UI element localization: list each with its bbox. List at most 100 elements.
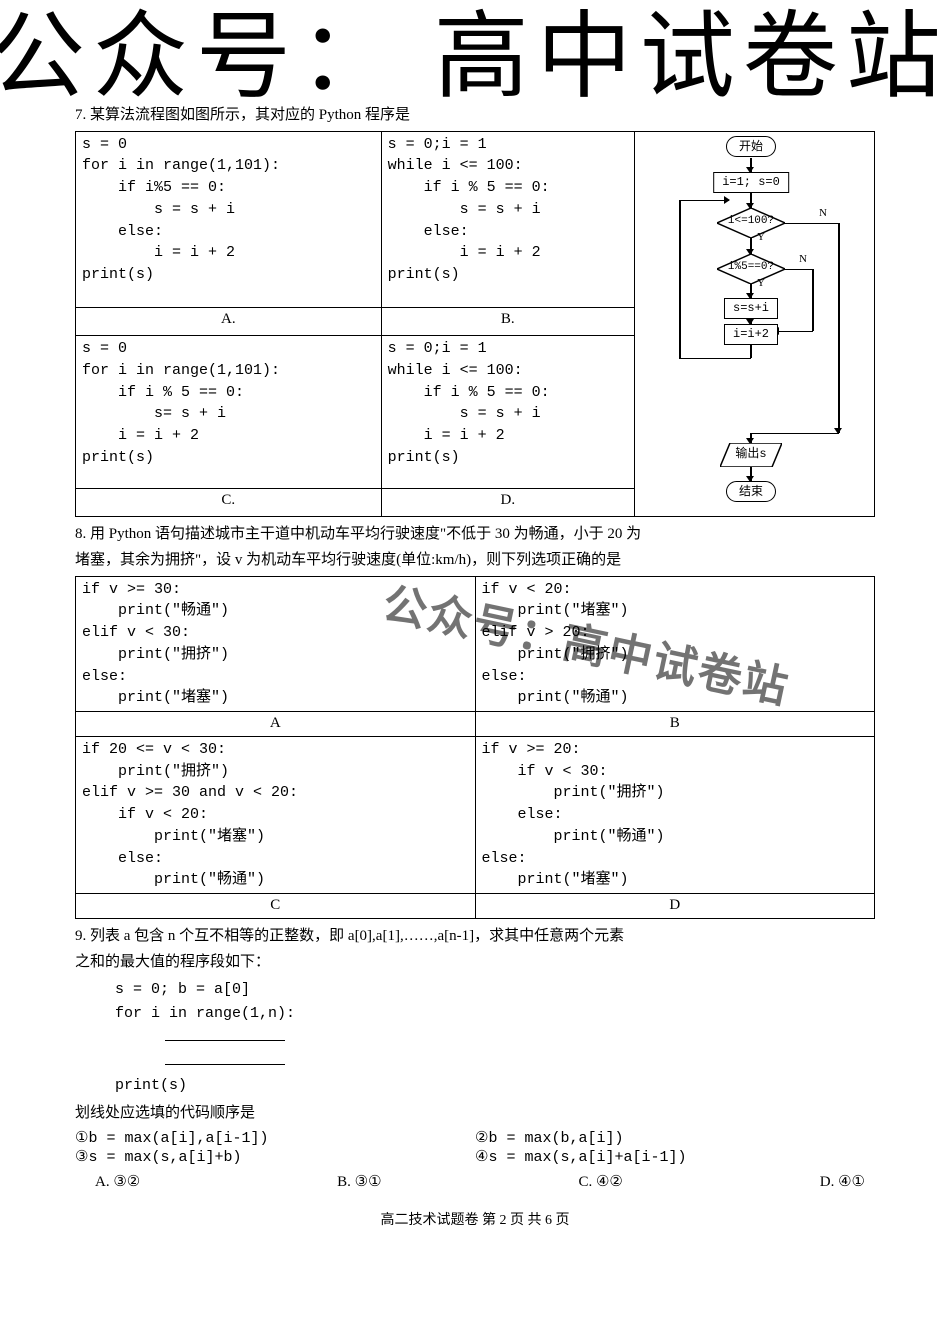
q7-cell-B: s = 0;i = 1 while i <= 100: if i % 5 == … xyxy=(381,131,634,308)
code-line: else: xyxy=(82,221,375,243)
fc-output: 输出s xyxy=(720,443,782,467)
q9-opt-4: ④s = max(s,a[i]+a[i-1]) xyxy=(475,1147,875,1166)
q7-cell-D: s = 0;i = 1 while i <= 100: if i % 5 == … xyxy=(381,336,634,488)
flowchart: 开始 i=1; s=0 i<=100? Y N i%5==0 xyxy=(641,134,861,514)
fc-proc2: i=i+2 xyxy=(724,324,778,345)
fc-arrow xyxy=(838,223,840,433)
code-line: print("畅通") xyxy=(482,826,869,848)
code-line: print("堵塞") xyxy=(82,687,469,709)
code-line: if i % 5 == 0: xyxy=(82,382,375,404)
code-line: i = i + 2 xyxy=(388,425,628,447)
q9-sub-options: ①b = max(a[i],a[i-1]) ②b = max(b,a[i]) ③… xyxy=(75,1128,875,1166)
q8-label-C: C xyxy=(76,894,476,919)
fc-line xyxy=(679,358,751,360)
q8-table: if v >= 30: print("畅通") elif v < 30: pri… xyxy=(75,576,875,919)
code-line: else: xyxy=(482,848,869,870)
q7-label-C: C. xyxy=(76,488,382,516)
code-line: s = 0;i = 1 xyxy=(388,338,628,360)
code-line: if v >= 30: xyxy=(82,579,469,601)
code-line: print("畅通") xyxy=(482,687,869,709)
code-line: print(s) xyxy=(82,447,375,469)
code-line: while i <= 100: xyxy=(388,155,628,177)
q7-cell-A: s = 0 for i in range(1,101): if i%5 == 0… xyxy=(76,131,382,308)
code-line: if v < 30: xyxy=(482,761,869,783)
code-line: elif v >= 30 and v < 20: xyxy=(82,782,469,804)
q8-label-B: B xyxy=(475,712,875,737)
code-line: else: xyxy=(82,666,469,688)
code-line: else: xyxy=(482,666,869,688)
fill-blank-1 xyxy=(165,1026,285,1041)
q8-cell-A: if v >= 30: print("畅通") elif v < 30: pri… xyxy=(76,576,476,712)
code-line: print(s) xyxy=(115,1074,875,1098)
code-line: else: xyxy=(482,804,869,826)
q9-fill-prompt: 划线处应选填的代码顺序是 xyxy=(75,1102,875,1125)
code-line: print("堵塞") xyxy=(482,600,869,622)
code-line: for i in range(1,101): xyxy=(82,360,375,382)
q8-label-A: A xyxy=(76,712,476,737)
fc-cond2: i%5==0? xyxy=(717,254,785,284)
fc-cond2-label: i%5==0? xyxy=(717,260,785,276)
q8-cell-B: if v < 20: print("堵塞") elif v > 20: prin… xyxy=(475,576,875,712)
fc-arrow xyxy=(774,331,813,333)
fc-end: 结束 xyxy=(726,481,776,502)
code-line: for i in range(1,101): xyxy=(82,155,375,177)
q7-flowchart-cell: 开始 i=1; s=0 i<=100? Y N i%5==0 xyxy=(635,131,875,516)
fc-line xyxy=(679,200,681,359)
fc-output-label: 输出s xyxy=(720,446,782,463)
code-line: print("拥挤") xyxy=(482,644,869,666)
fc-line xyxy=(812,269,814,331)
code-line: if i%5 == 0: xyxy=(82,177,375,199)
code-line: print("拥挤") xyxy=(82,644,469,666)
fc-n1: N xyxy=(819,206,827,222)
fill-blank-2 xyxy=(165,1050,285,1065)
q9-opt-3: ③s = max(s,a[i]+b) xyxy=(75,1147,475,1166)
q7-label-D: D. xyxy=(381,488,634,516)
q9-choice-C: C. ④② xyxy=(578,1172,622,1191)
code-line: else: xyxy=(82,848,469,870)
code-line: print("堵塞") xyxy=(482,869,869,891)
code-line: i = i + 2 xyxy=(82,425,375,447)
code-line: s = s + i xyxy=(388,199,628,221)
code-line: if v >= 20: xyxy=(482,739,869,761)
code-line: print("拥挤") xyxy=(482,782,869,804)
code-line: print("畅通") xyxy=(82,869,469,891)
q8-cell-D: if v >= 20: if v < 30: print("拥挤") else:… xyxy=(475,736,875,893)
fc-init: i=1; s=0 xyxy=(713,172,789,193)
code-line: while i <= 100: xyxy=(388,360,628,382)
code-line: if v < 20: xyxy=(82,804,469,826)
q9-choice-A: A. ③② xyxy=(95,1172,140,1191)
code-line: print("堵塞") xyxy=(82,826,469,848)
q9-choice-D: D. ④① xyxy=(820,1172,865,1191)
code-line: i = i + 2 xyxy=(388,242,628,264)
q9-prompt2: 之和的最大值的程序段如下： xyxy=(75,951,875,974)
fc-proc1: s=s+i xyxy=(724,298,778,319)
code-line: if i % 5 == 0: xyxy=(388,177,628,199)
q8-prompt2: 堵塞，其余为拥挤"，设 v 为机动车平均行驶速度(单位:km/h)，则下列选项正… xyxy=(75,549,875,572)
code-line: print(s) xyxy=(82,264,375,286)
q7-label-B: B. xyxy=(381,308,634,336)
fc-y2: Y xyxy=(757,276,765,292)
q8-cell-C: if 20 <= v < 30: print("拥挤") elif v >= 3… xyxy=(76,736,476,893)
code-line: s = 0; b = a[0] xyxy=(115,978,875,1002)
code-line: print(s) xyxy=(388,447,628,469)
code-line: s = 0;i = 1 xyxy=(388,134,628,156)
q9-choice-B: B. ③① xyxy=(337,1172,381,1191)
code-line: s = s + i xyxy=(388,403,628,425)
fc-line xyxy=(785,269,813,271)
code-line: elif v < 30: xyxy=(82,622,469,644)
q8-prompt1: 8. 用 Python 语句描述城市主干道中机动车平均行驶速度"不低于 30 为… xyxy=(75,523,875,546)
q9-opt-2: ②b = max(b,a[i]) xyxy=(475,1128,875,1147)
code-line: print("拥挤") xyxy=(82,761,469,783)
fc-n2: N xyxy=(799,252,807,268)
fc-start: 开始 xyxy=(726,136,776,157)
q7-label-A: A. xyxy=(76,308,382,336)
fc-arrow xyxy=(750,284,752,298)
fc-cond1-label: i<=100? xyxy=(717,214,785,230)
fc-arrow xyxy=(750,433,752,443)
fc-line xyxy=(750,433,839,435)
code-line: s = s + i xyxy=(82,199,375,221)
code-line: else: xyxy=(388,221,628,243)
fc-cond1: i<=100? xyxy=(717,208,785,238)
fc-arrow xyxy=(750,158,752,172)
code-line: print(s) xyxy=(388,264,628,286)
